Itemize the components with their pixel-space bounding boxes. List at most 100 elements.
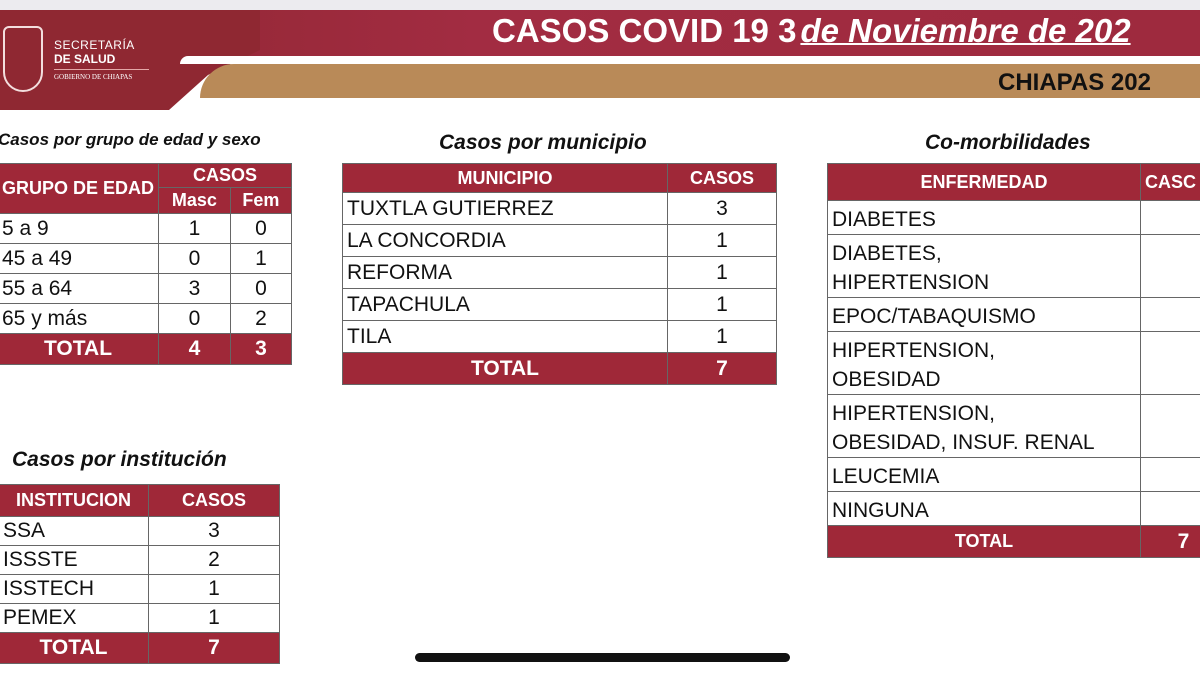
enfermedad-line: LEUCEMIA xyxy=(832,465,940,488)
enfermedad-line: DIABETES xyxy=(832,208,936,231)
table-row: TUXTLA GUTIERREZ 3 xyxy=(342,192,777,225)
col-group: GRUPO DE EDAD xyxy=(0,163,160,214)
title-prefix: CASOS COVID 19 3 xyxy=(492,12,797,49)
table-row: REFORMA 1 xyxy=(342,256,777,289)
table-cell: 0 xyxy=(229,273,293,304)
table-row: ISSSTE 2 xyxy=(0,545,280,575)
col-municipio: MUNICIPIO xyxy=(342,163,668,193)
table-cell xyxy=(1140,457,1200,492)
table-cell: TAPACHULA xyxy=(342,288,668,321)
municipio-table: MUNICIPIO CASOS TUXTLA GUTIERREZ 3 LA CONCO… xyxy=(342,163,777,385)
table-cell: 0 xyxy=(229,213,293,244)
table-cell xyxy=(1140,200,1200,235)
table-cell: LEUCEMIA xyxy=(827,457,1141,492)
table-cell: 1 xyxy=(667,320,777,353)
table-cell: 0 xyxy=(158,303,231,334)
header-divider xyxy=(180,56,1200,64)
comorb-table: ENFERMEDAD CASC DIABETES DIABETES, HIPERTEN… xyxy=(827,163,1200,558)
enfermedad-line: HIPERTENSION xyxy=(832,271,990,294)
table-cell: 7 xyxy=(1140,525,1200,558)
enfermedad-line: EPOC/TABAQUISMO xyxy=(832,305,1036,328)
table-cell: 1 xyxy=(229,243,293,274)
table-row: HIPERTENSION, OBESIDAD, INSUF. RENAL xyxy=(827,394,1200,458)
table-cell: 1 xyxy=(667,288,777,321)
col-institucion: INSTITUCION xyxy=(0,484,149,517)
table-row: 65 y más 0 2 xyxy=(0,303,293,334)
top-strip xyxy=(0,0,1200,10)
table-cell: TOTAL xyxy=(342,352,668,385)
org-line3: GOBIERNO DE CHIAPAS xyxy=(54,69,149,81)
table-cell: DIABETES, HIPERTENSION xyxy=(827,234,1141,298)
table-cell: TOTAL xyxy=(0,333,160,365)
table-row: PEMEX 1 xyxy=(0,603,280,633)
institucion-title: Casos por institución xyxy=(12,448,227,471)
table-cell: 3 xyxy=(667,192,777,225)
municipio-title: Casos por municipio xyxy=(439,131,647,154)
table-cell: 2 xyxy=(229,303,293,334)
table-cell: 1 xyxy=(148,603,280,633)
table-cell: 5 a 9 xyxy=(0,213,160,244)
edad-table: GRUPO DE EDAD CASOS Masc Fem 5 a 9 1 0 45 a 4… xyxy=(0,163,293,365)
page-subtitle: CHIAPAS 202 xyxy=(998,69,1151,96)
table-cell: 1 xyxy=(667,256,777,289)
total-row: TOTAL 7 xyxy=(342,352,777,385)
coat-of-arms-logo xyxy=(3,26,43,92)
table-cell: 3 xyxy=(158,273,231,304)
enfermedad-line: OBESIDAD, INSUF. RENAL xyxy=(832,431,1095,454)
home-indicator[interactable] xyxy=(415,653,790,662)
table-cell: TOTAL xyxy=(827,525,1141,558)
col-enfermedad: ENFERMEDAD xyxy=(827,163,1141,201)
enfermedad-line: NINGUNA xyxy=(832,499,929,522)
table-row: DIABETES, HIPERTENSION xyxy=(827,234,1200,298)
org-line1: SECRETARÍA xyxy=(54,38,135,52)
total-row: TOTAL 7 xyxy=(827,525,1200,558)
enfermedad-line: DIABETES, xyxy=(832,242,942,265)
table-row: NINGUNA xyxy=(827,491,1200,526)
table-cell: HIPERTENSION, OBESIDAD xyxy=(827,331,1141,395)
table-cell xyxy=(1140,234,1200,298)
table-row: TAPACHULA 1 xyxy=(342,288,777,321)
total-row: TOTAL 4 3 xyxy=(0,333,293,365)
table-cell: EPOC/TABAQUISMO xyxy=(827,297,1141,332)
table-row: LEUCEMIA xyxy=(827,457,1200,492)
table-cell: 65 y más xyxy=(0,303,160,334)
table-cell: 55 a 64 xyxy=(0,273,160,304)
table-cell xyxy=(1140,491,1200,526)
page-title: CASOS COVID 19 3 de Noviembre de 202 xyxy=(492,12,1131,50)
table-cell: ISSTECH xyxy=(0,574,149,604)
table-cell: 1 xyxy=(148,574,280,604)
table-cell: 1 xyxy=(667,224,777,257)
org-line2: DE SALUD xyxy=(54,52,116,66)
table-cell: TOTAL xyxy=(0,632,149,664)
enfermedad-line: HIPERTENSION, xyxy=(832,402,995,425)
table-cell: DIABETES xyxy=(827,200,1141,235)
col-casos: CASOS xyxy=(148,484,280,517)
col-casos: CASOS xyxy=(667,163,777,193)
table-cell: 7 xyxy=(667,352,777,385)
table-cell: ISSSTE xyxy=(0,545,149,575)
title-date: de Noviembre de 202 xyxy=(800,12,1131,49)
table-cell: 4 xyxy=(158,333,231,365)
total-row: TOTAL 7 xyxy=(0,632,280,664)
table-cell: LA CONCORDIA xyxy=(342,224,668,257)
table-cell: PEMEX xyxy=(0,603,149,633)
col-casos: CASC xyxy=(1140,163,1200,201)
enfermedad-line: OBESIDAD xyxy=(832,368,941,391)
table-cell xyxy=(1140,331,1200,395)
table-row: 55 a 64 3 0 xyxy=(0,273,293,304)
table-cell: 3 xyxy=(229,333,293,365)
table-row: HIPERTENSION, OBESIDAD xyxy=(827,331,1200,395)
table-cell: NINGUNA xyxy=(827,491,1141,526)
edad-title: Casos por grupo de edad y sexo xyxy=(0,130,261,149)
table-row: EPOC/TABAQUISMO xyxy=(827,297,1200,332)
col-casos: CASOS xyxy=(158,163,292,188)
table-cell xyxy=(1140,394,1200,458)
table-cell: 2 xyxy=(148,545,280,575)
table-cell: REFORMA xyxy=(342,256,668,289)
table-cell: HIPERTENSION, OBESIDAD, INSUF. RENAL xyxy=(827,394,1141,458)
col-masc: Masc xyxy=(158,187,231,214)
table-cell: 1 xyxy=(158,213,231,244)
table-cell: 7 xyxy=(148,632,280,664)
table-cell: TILA xyxy=(342,320,668,353)
